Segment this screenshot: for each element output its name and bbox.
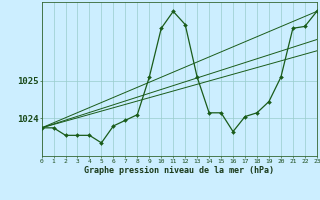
- X-axis label: Graphe pression niveau de la mer (hPa): Graphe pression niveau de la mer (hPa): [84, 166, 274, 175]
